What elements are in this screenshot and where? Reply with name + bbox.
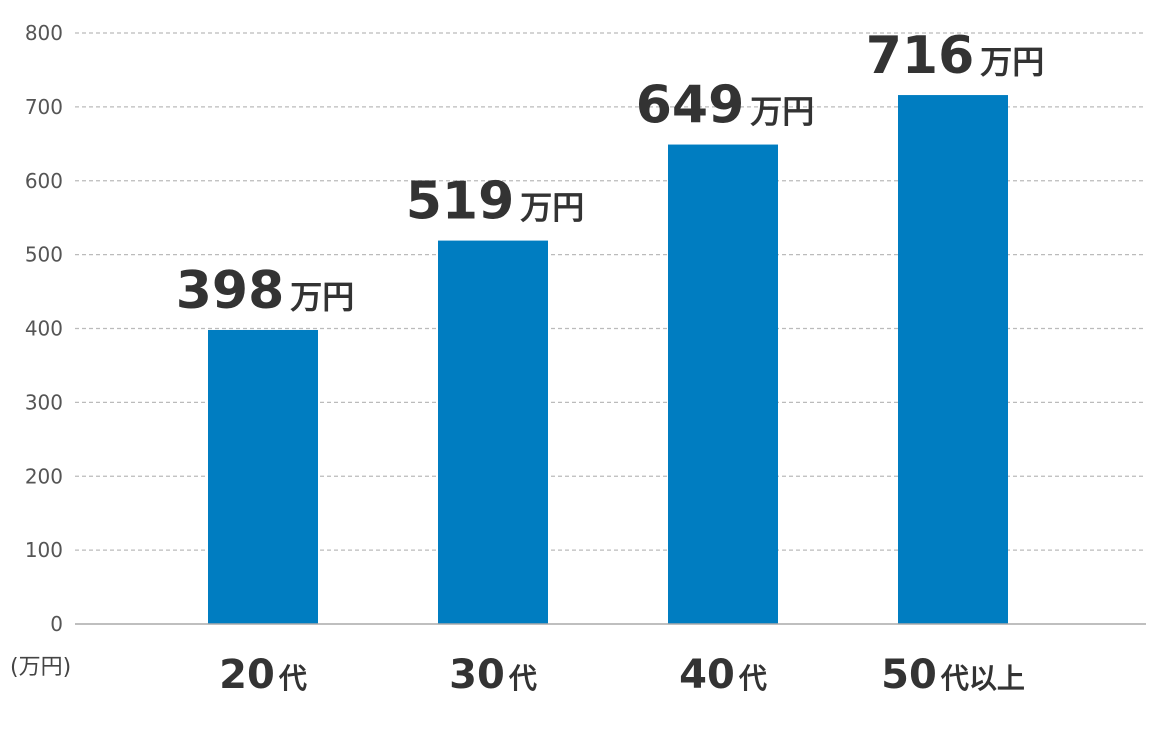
y-axis-unit-label: (万円) bbox=[10, 655, 71, 680]
x-category-label: 40 代 bbox=[679, 652, 767, 698]
data-label: 649 万円 bbox=[636, 76, 815, 136]
y-tick-label: 800 bbox=[25, 21, 63, 45]
y-tick-label: 200 bbox=[25, 464, 63, 488]
y-tick-label: 600 bbox=[25, 169, 63, 193]
x-category-label: 30 代 bbox=[449, 652, 537, 698]
bar bbox=[668, 144, 778, 624]
y-tick-label: 400 bbox=[25, 317, 63, 341]
y-tick-label: 500 bbox=[25, 243, 63, 267]
data-label: 398 万円 bbox=[176, 261, 355, 321]
y-tick-label: 0 bbox=[50, 612, 63, 636]
bars bbox=[208, 95, 1008, 625]
data-labels: 398 万円 519 万円 649 万円 716 万円 bbox=[176, 26, 1045, 321]
data-label: 519 万円 bbox=[406, 172, 585, 232]
y-axis-ticks: 0 100 200 300 400 500 600 700 800 bbox=[25, 21, 63, 636]
x-category-label: 20 代 bbox=[219, 652, 307, 698]
data-label: 716 万円 bbox=[866, 26, 1045, 86]
y-tick-label: 700 bbox=[25, 95, 63, 119]
x-category-label: 50 代以上 bbox=[881, 652, 1025, 698]
y-tick-label: 100 bbox=[25, 538, 63, 562]
bar bbox=[898, 95, 1008, 625]
bar bbox=[438, 240, 548, 624]
y-tick-label: 300 bbox=[25, 390, 63, 414]
bar bbox=[208, 329, 318, 624]
x-axis-categories: 20 代 30 代 40 代 50 代以上 bbox=[219, 652, 1025, 698]
